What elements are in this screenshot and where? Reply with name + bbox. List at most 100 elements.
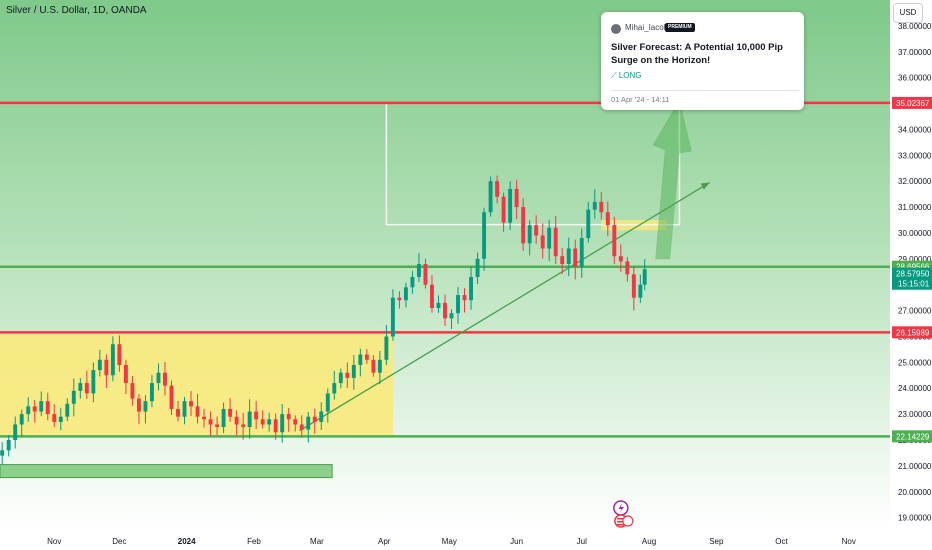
candle-3 — [19, 414, 24, 425]
y-tick-label-13: 32.00000 — [898, 177, 932, 186]
support-box — [0, 464, 333, 479]
candle-94 — [612, 225, 617, 257]
y-tick-label-18: 37.00000 — [898, 48, 932, 57]
candle-62 — [403, 287, 408, 301]
candle-8 — [52, 414, 57, 422]
y-tick-label-12: 31.00000 — [898, 203, 932, 212]
candle-70 — [456, 295, 460, 314]
y-tick-label-8: 27.00000 — [898, 307, 932, 316]
level-tag-0 — [892, 96, 932, 109]
x-tick-label-6: May — [442, 537, 457, 546]
card-divider — [611, 90, 799, 91]
idea-card[interactable]: Mihai_Iacob PREMIUM Silver Forecast: A P… — [601, 12, 804, 110]
candle-16 — [104, 359, 109, 376]
candle-4 — [26, 406, 31, 415]
x-tick-label-3: Feb — [247, 537, 261, 546]
candle-45 — [293, 419, 298, 425]
us-flag-stripe-3 — [616, 524, 625, 526]
x-tick-label-1: Dec — [112, 537, 126, 546]
candle-57 — [371, 359, 376, 373]
candle-56 — [364, 354, 369, 360]
y-tick-label-1: 20.00000 — [898, 488, 932, 497]
x-tick-label-9: Aug — [642, 537, 656, 546]
candle-44 — [286, 414, 291, 420]
time-axis-background — [0, 528, 890, 550]
idea-title[interactable]: Silver Forecast: A Potential 10,000 Pip … — [611, 42, 783, 66]
candle-80 — [521, 207, 526, 244]
currency-button[interactable]: USD — [893, 3, 923, 23]
candle-36 — [234, 416, 239, 425]
y-tick-label-5: 24.00000 — [898, 384, 932, 393]
candle-31 — [202, 416, 207, 420]
candle-38 — [247, 411, 252, 428]
x-tick-label-5: Apr — [378, 537, 391, 546]
y-tick-label-19: 38.00000 — [898, 22, 932, 31]
y-tick-label-2: 21.00000 — [898, 462, 932, 471]
candle-54 — [351, 364, 356, 378]
candle-18 — [117, 344, 122, 365]
candle-53 — [345, 372, 350, 378]
candle-29 — [189, 401, 193, 407]
x-tick-label-7: Jun — [510, 537, 523, 546]
candle-21 — [136, 398, 141, 412]
candle-33 — [215, 424, 220, 428]
candle-92 — [599, 201, 604, 213]
candle-6 — [39, 401, 44, 412]
candle-47 — [306, 416, 311, 430]
x-tick-label-8: Jul — [577, 537, 587, 546]
candle-76 — [495, 181, 500, 197]
candle-46 — [299, 424, 304, 430]
candle-1 — [6, 440, 11, 451]
candle-83 — [540, 235, 545, 249]
candle-20 — [130, 383, 135, 399]
candle-22 — [143, 401, 148, 412]
candle-43 — [280, 414, 285, 433]
candle-2 — [13, 424, 18, 440]
countdown-label: 15:15:01 — [898, 280, 930, 289]
candle-9 — [58, 416, 63, 422]
candle-86 — [560, 256, 565, 264]
candle-61 — [397, 297, 402, 301]
x-tick-label-0: Nov — [47, 537, 61, 546]
candle-99 — [642, 269, 647, 285]
level-tag-2 — [892, 326, 932, 339]
candle-77 — [501, 196, 506, 223]
us-flag-stripe-2 — [616, 521, 625, 523]
candle-28 — [182, 401, 187, 417]
candle-30 — [195, 406, 200, 417]
candle-35 — [228, 408, 233, 417]
candle-71 — [462, 295, 467, 301]
candle-98 — [638, 284, 643, 298]
candle-10 — [65, 403, 70, 417]
candle-87 — [566, 248, 571, 264]
candle-96 — [625, 261, 630, 275]
candle-59 — [384, 336, 389, 360]
author-name[interactable]: Mihai_Iacob — [625, 23, 669, 32]
lightning-icon-glyph — [618, 503, 624, 513]
y-tick-label-0: 19.00000 — [898, 514, 932, 523]
candle-25 — [163, 372, 167, 386]
candle-74 — [482, 212, 487, 259]
level-tag-label-1: 28.69566 — [896, 263, 930, 272]
candle-11 — [71, 390, 76, 404]
candle-67 — [436, 302, 441, 308]
candle-79 — [514, 188, 519, 208]
y-tick-label-14: 33.00000 — [898, 151, 932, 160]
candle-42 — [273, 419, 278, 433]
x-tick-label-10: Sep — [709, 537, 724, 546]
y-tick-label-10: 29.00000 — [898, 255, 932, 264]
candle-48 — [312, 416, 317, 422]
trendline — [299, 181, 711, 432]
x-tick-label-12: Nov — [842, 537, 856, 546]
premium-badge: PREMIUM — [665, 23, 695, 32]
candle-52 — [338, 372, 343, 384]
level-tag-label-3: 22.14229 — [896, 432, 930, 441]
candle-19 — [123, 364, 128, 384]
candle-32 — [208, 419, 213, 425]
candle-95 — [618, 256, 623, 262]
candle-58 — [377, 359, 382, 373]
candle-91 — [592, 201, 597, 210]
us-flag-icon-2 — [622, 515, 634, 527]
candle-51 — [332, 383, 337, 394]
